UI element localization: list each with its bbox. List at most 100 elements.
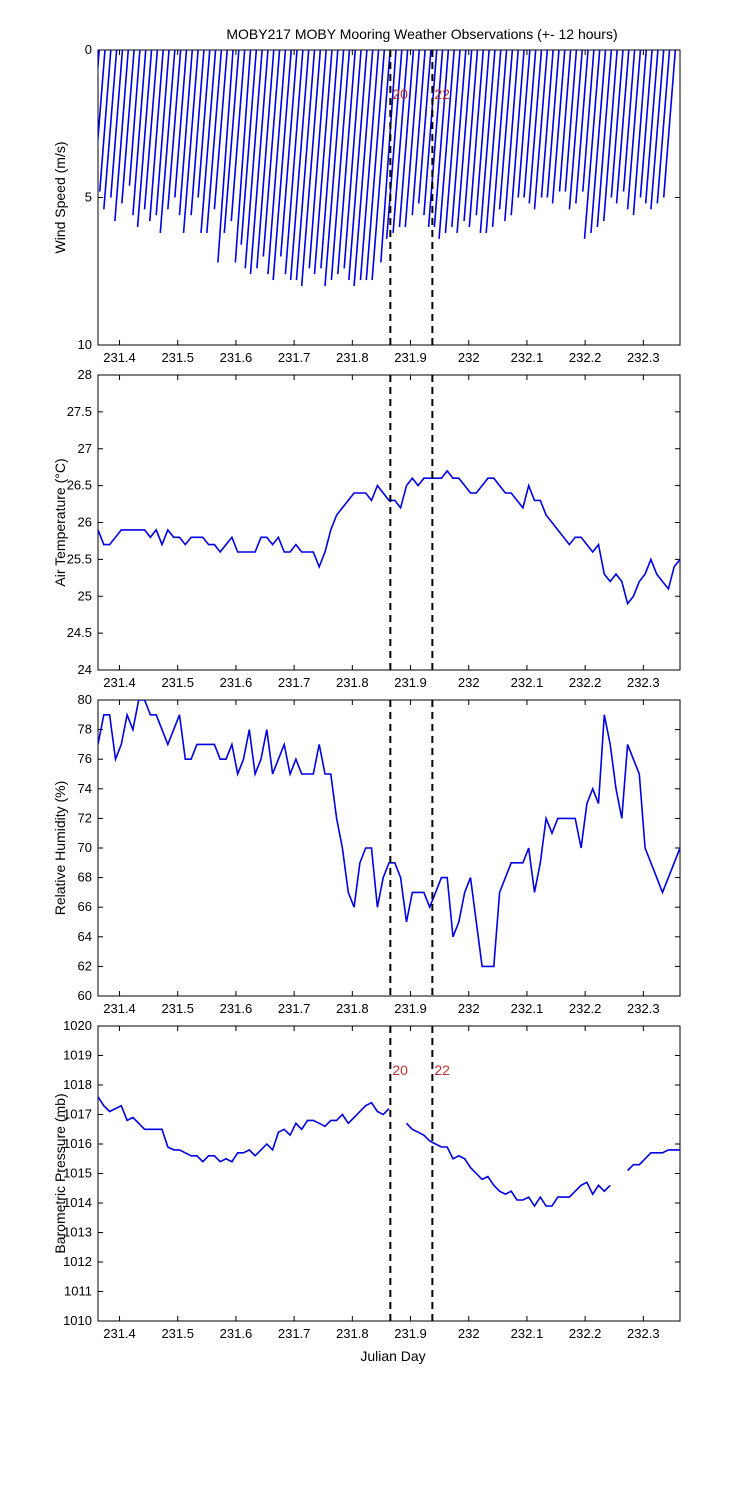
x-tick-label: 232.3 xyxy=(627,1326,660,1341)
wind-vector-stick xyxy=(417,50,432,204)
wind-vector-stick xyxy=(590,50,607,233)
wind-vector-stick xyxy=(423,50,438,216)
wind-vector-stick xyxy=(136,50,153,228)
x-tick-label: 231.4 xyxy=(103,350,136,365)
wind-vector-stick xyxy=(411,50,426,216)
x-tick-label: 231.5 xyxy=(161,350,194,365)
x-tick-label: 231.7 xyxy=(278,1326,311,1341)
y-tick-label: 1012 xyxy=(63,1254,92,1269)
x-tick-label: 232.1 xyxy=(511,675,544,690)
wind-vector-stick xyxy=(498,50,514,210)
x-tick-label: 232 xyxy=(458,1001,480,1016)
wind-vector-stick xyxy=(615,50,630,204)
x-tick-label: 231.8 xyxy=(336,1001,369,1016)
wind-vector-stick xyxy=(639,50,653,198)
wind-vector-stick xyxy=(533,50,549,210)
wind-vector-stick xyxy=(626,50,642,210)
wind-vector-stick xyxy=(313,50,333,275)
wind-vector-stick xyxy=(155,50,170,216)
y-tick-label: 74 xyxy=(78,781,92,796)
wind-vector-stick xyxy=(213,50,229,210)
x-tick-label: 231.9 xyxy=(394,675,427,690)
wind-vector-stick xyxy=(433,50,450,228)
wind-vector-stick xyxy=(632,50,648,216)
relative-humidity-panel: 231.4 231.5 231.6 231.7 231.8 231.9 232 232.1 23… xyxy=(52,692,681,1016)
wind-vector-stick xyxy=(200,50,217,233)
y-tick-label: 27 xyxy=(78,441,92,456)
y-tick-label: 1016 xyxy=(63,1136,92,1151)
wind-vector-stick xyxy=(444,50,461,233)
x-tick-label: 232 xyxy=(458,675,480,690)
x-tick-label: 231.9 xyxy=(394,350,427,365)
wind-vector-stick xyxy=(398,50,415,228)
wind-vector-stick xyxy=(546,50,560,198)
y-tick-label: 1018 xyxy=(63,1077,92,1092)
wind-vector-stick xyxy=(256,50,275,269)
wind-vector-stick xyxy=(114,50,130,222)
wind-speed-panel: 231.4 231.5 231.6 231.7 231.8 231.9 232 232.1 23… xyxy=(52,42,681,365)
wind-vector-stick xyxy=(523,50,537,198)
wind-plot-frame xyxy=(97,49,681,346)
wind-vector-stick xyxy=(456,50,473,233)
x-tick-label: 231.9 xyxy=(394,1001,427,1016)
wind-vector-stick xyxy=(622,50,636,192)
wind-vector-stick xyxy=(504,50,520,222)
wind-vector-stick xyxy=(103,50,118,210)
wind-vector-stick xyxy=(371,50,391,281)
y-tick-label: 10 xyxy=(78,337,92,352)
wind-vector-stick xyxy=(249,50,269,275)
air-temp-y-axis-label: Air Temperature (°C) xyxy=(52,458,68,586)
wind-vector-stick xyxy=(223,50,240,233)
x-tick-label: 232.1 xyxy=(511,350,544,365)
wind-vector-stick xyxy=(479,50,496,233)
wind-vector-stick xyxy=(159,50,176,233)
wind-vector-stick xyxy=(295,50,316,281)
y-tick-label: 25.5 xyxy=(67,551,92,566)
wind-vector-stick xyxy=(110,50,124,198)
y-tick-label: 1019 xyxy=(63,1048,92,1063)
x-tick-label: 231.9 xyxy=(394,1326,427,1341)
humidity-y-axis-label: Relative Humidity (%) xyxy=(52,781,68,916)
x-tick-label: 231.6 xyxy=(220,1326,253,1341)
y-tick-label: 76 xyxy=(78,751,92,766)
humidity-series-line xyxy=(98,700,680,968)
wind-vector-stick xyxy=(234,50,252,263)
wind-vector-stick xyxy=(98,50,112,192)
y-tick-label: 60 xyxy=(78,988,92,1003)
wind-vector-stick xyxy=(262,50,281,257)
x-tick-label: 232 xyxy=(458,350,480,365)
wind-vector-stick xyxy=(365,50,386,281)
wind-vector-stick xyxy=(385,50,403,239)
wind-vector-stick xyxy=(583,50,601,239)
x-tick-label: 231.6 xyxy=(220,1001,253,1016)
wind-vector-stick xyxy=(178,50,194,216)
wind-vector-stick xyxy=(438,50,455,239)
x-tick-label: 231.7 xyxy=(278,675,311,690)
wind-vector-stick xyxy=(491,50,508,228)
x-tick-label: 231.5 xyxy=(161,675,194,690)
wind-vector-stick xyxy=(644,50,659,204)
x-tick-label: 232.1 xyxy=(511,1326,544,1341)
wind-vector-stick xyxy=(279,50,298,257)
wind-vector-stick xyxy=(324,50,345,287)
wind-vector-stick xyxy=(190,50,205,216)
y-tick-label: 24.5 xyxy=(67,625,92,640)
marker-label: 20 xyxy=(392,86,408,102)
wind-vector-stick xyxy=(517,50,531,198)
wind-vector-stick xyxy=(662,50,677,198)
y-tick-label: 70 xyxy=(78,840,92,855)
wind-vector-stick xyxy=(602,50,618,222)
y-tick-label: 1015 xyxy=(63,1166,92,1181)
wind-vector-stick xyxy=(427,50,444,228)
x-tick-label: 232.1 xyxy=(511,1001,544,1016)
x-tick-label: 231.7 xyxy=(278,350,311,365)
x-tick-label: 232.2 xyxy=(569,1001,602,1016)
wind-vector-stick xyxy=(582,50,595,192)
wind-vector-stick xyxy=(167,50,182,210)
wind-vector-stick xyxy=(143,50,159,210)
x-tick-label: 231.7 xyxy=(278,1001,311,1016)
x-tick-label: 232.2 xyxy=(569,350,602,365)
marker-label: 22 xyxy=(434,86,450,102)
y-tick-label: 1017 xyxy=(63,1107,92,1122)
wind-vector-stick xyxy=(528,50,543,204)
